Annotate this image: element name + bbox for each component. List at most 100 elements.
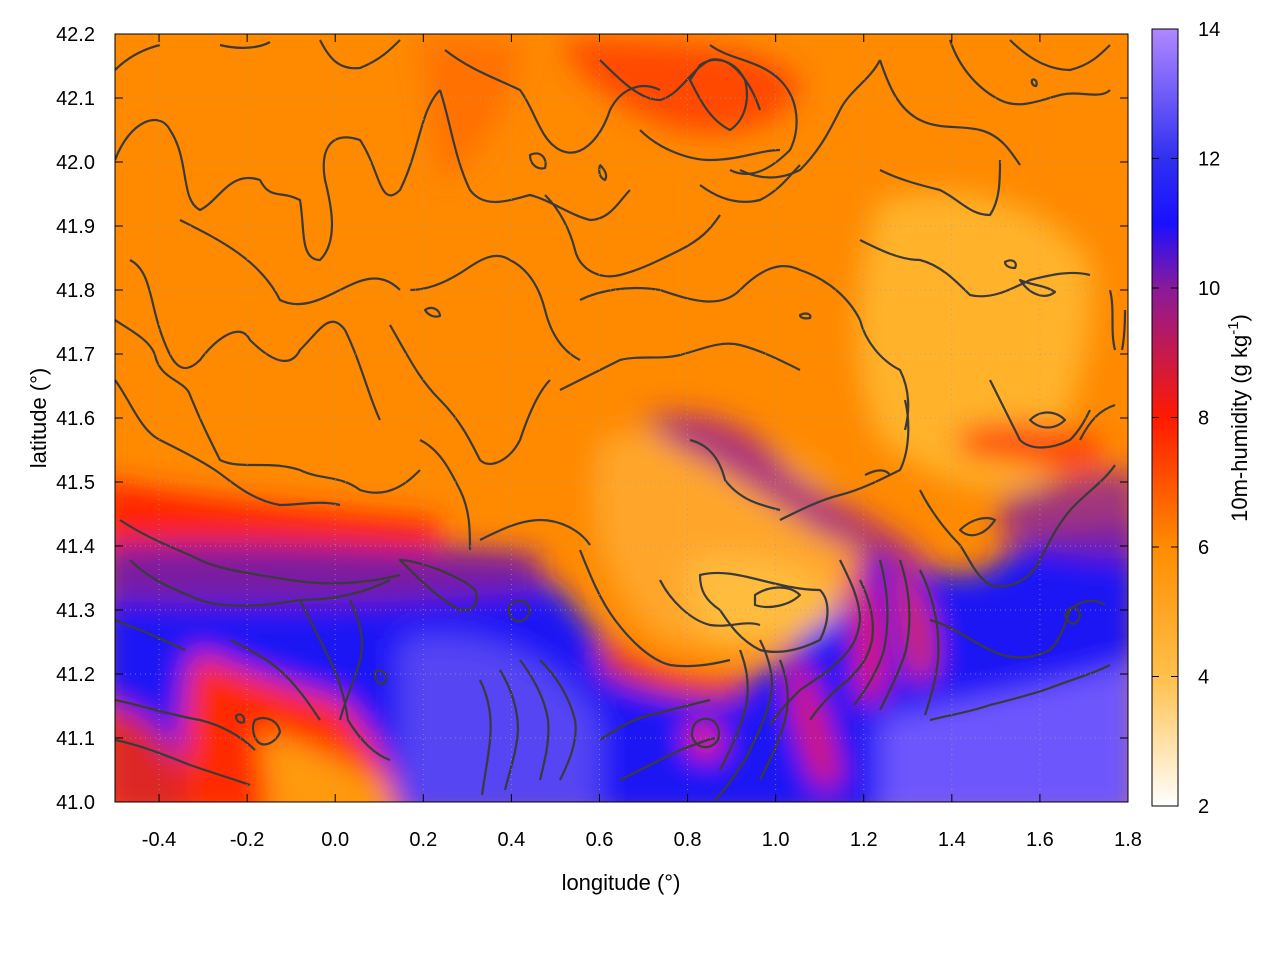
y-tick-label: 41.0 [56,792,95,814]
contour-line [129,559,391,607]
contour-line [759,659,789,781]
x-tick-label: 0.6 [586,829,614,851]
y-tick-label: 41.7 [56,344,95,366]
contour-line [229,639,321,721]
contour-line [234,713,246,724]
contour-line [864,469,891,476]
x-tick-label: 1.4 [938,829,966,851]
coast-streak-3 [890,560,934,680]
contour-line [858,319,910,431]
contour-line [115,618,186,651]
x-axis-label: longitude (°) [562,870,681,895]
colorbar-ticks: 2 4 6 8 10 12 14 [1152,19,1220,818]
colorbar-tick-label: 14 [1198,19,1220,41]
contour-line [129,259,381,421]
contour-line [690,717,720,749]
y-tick-label: 42.0 [56,152,95,174]
contour-line [115,698,256,751]
colorbar-tick-label: 8 [1198,408,1209,430]
contour-line [879,159,1002,217]
contour-line [1074,464,1116,506]
colorbar-label-main: 10m-humidity (g kg [1227,335,1252,522]
colorbar-tick-label: 6 [1198,537,1209,559]
contour-line [1030,78,1038,88]
contour-line [1018,278,1057,297]
contour-line [919,569,940,716]
grid-lines [115,34,1128,802]
contour-line [438,89,631,222]
contour-line [499,669,520,791]
contour-line [769,559,862,726]
y-tick-label: 41.4 [56,536,95,558]
contour-line [1003,259,1017,270]
contour-line [115,89,441,262]
x-tick-label: 1.0 [762,829,790,851]
x-tick-label: 1.8 [1114,829,1142,851]
colorbar-label: 10m-humidity (g kg-1) [1225,314,1252,522]
colorbar-tick-label: 10 [1198,278,1220,300]
contour-line [714,639,774,801]
contour-line [688,58,748,132]
y-tick-label: 41.6 [56,408,95,430]
y-tick-label: 41.5 [56,472,95,494]
contour-line [115,738,251,787]
contour-line [479,518,591,546]
contour-line [859,239,1091,298]
contour-line [659,579,761,627]
colorbar-label-superscript: -1 [1225,321,1242,334]
humidity-field [115,34,1128,802]
contour-line [639,129,781,162]
contour-line [444,49,661,154]
contour-line [709,44,798,175]
contour-line [958,516,997,537]
dry-core-east [857,192,1092,488]
y-axis: 41.0 41.1 41.2 41.3 41.4 41.5 41.6 41.7 41.8 41.9… [56,24,1128,814]
sea-lavender-mid [400,634,600,802]
contour-line [929,664,1111,722]
x-tick-label: -0.2 [230,829,264,851]
contour-line [1028,411,1067,429]
contour-line [419,439,472,551]
east-purple-band [1000,470,1128,560]
coast-streak-1 [790,660,840,790]
contour-line [398,558,478,612]
contour-line [879,559,911,711]
contour-line [115,379,341,507]
contour-line [578,549,731,668]
x-tick-label: 0.2 [409,829,437,851]
x-tick-label: 1.6 [1026,829,1054,851]
contour-line [1108,289,1117,351]
contour-line [1063,606,1082,625]
coast-streak-2 [850,560,884,700]
contour-line [599,698,711,741]
contour-line [409,254,581,361]
contour-line [878,59,1021,166]
contour-line [699,164,801,203]
y-tick-label: 41.3 [56,600,95,622]
x-axis: -0.4 -0.2 0.0 0.2 0.4 0.6 0.8 1.0 1.2 1.4 1.6 1.8 [142,34,1142,851]
north-west-red [420,40,520,180]
contour-line [299,599,391,762]
contour-line [719,649,749,771]
contour-line [619,736,716,781]
field-blobs [115,40,1128,802]
contour-line [528,152,547,170]
x-tick-label: 0.8 [674,829,702,851]
contour-line [598,163,608,182]
contour-line [179,219,401,306]
contour-line [929,609,1072,659]
contour-line [779,399,910,521]
x-tick-label: 0.0 [321,829,349,851]
contour-line [739,59,881,179]
contour-line [753,586,802,609]
southwest-land-orange [260,730,390,802]
contour-line [689,438,781,512]
y-axis-label: latitude (°) [26,368,51,469]
contour-line [798,312,812,320]
contour-line [579,265,861,321]
terrain-contours [115,39,1127,801]
contour-line [559,342,801,391]
y-tick-label: 42.1 [56,88,95,110]
contour-line [115,43,161,71]
contour-line [479,679,492,796]
